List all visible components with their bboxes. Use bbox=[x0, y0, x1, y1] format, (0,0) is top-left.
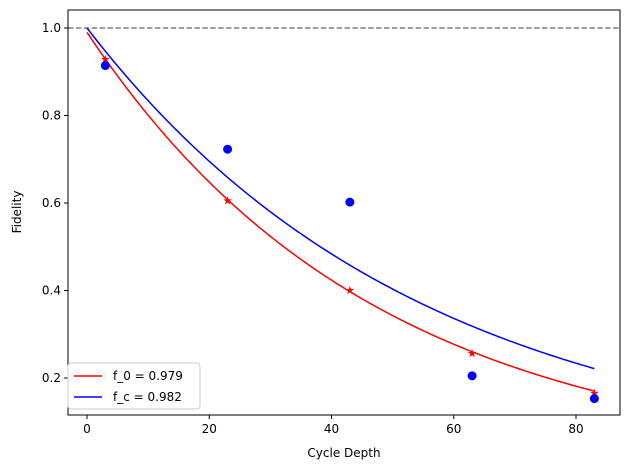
data-point-star bbox=[467, 349, 477, 358]
data-point-star bbox=[590, 388, 599, 397]
y-axis-label: Fidelity bbox=[10, 191, 24, 234]
y-tick-label: 0.4 bbox=[42, 284, 61, 298]
axes-frame bbox=[67, 9, 621, 416]
x-tick-label: 20 bbox=[202, 422, 217, 436]
y-tick-label: 1.0 bbox=[42, 21, 61, 35]
legend-label-fc: f_c = 0.982 bbox=[113, 390, 182, 404]
data-point-star bbox=[345, 286, 355, 295]
x-tick-label: 80 bbox=[568, 422, 583, 436]
data-point-circle bbox=[345, 197, 355, 207]
plot-area: 0 20 40 60 80 0.2 0.4 0.6 0.8 1.0 bbox=[42, 9, 621, 436]
x-tick-label: 60 bbox=[446, 422, 461, 436]
y-tick-label: 0.8 bbox=[42, 109, 61, 123]
fit-line-0 bbox=[86, 31, 595, 392]
data-point-star bbox=[223, 196, 232, 205]
data-point-circle bbox=[589, 394, 599, 404]
legend-label-f0: f_0 = 0.979 bbox=[113, 369, 183, 383]
fit-line-1 bbox=[86, 27, 595, 370]
x-tick-label: 0 bbox=[83, 422, 91, 436]
x-axis-label: Cycle Depth bbox=[307, 446, 380, 460]
data-point-circle bbox=[100, 61, 110, 71]
y-tick-label: 0.2 bbox=[42, 371, 61, 385]
legend: f_0 = 0.979 f_c = 0.982 bbox=[67, 362, 201, 410]
x-tick-label: 40 bbox=[324, 422, 339, 436]
data-point-circle bbox=[223, 144, 233, 154]
y-tick-label: 0.6 bbox=[42, 196, 61, 210]
data-point-circle bbox=[467, 371, 477, 381]
data-point-star bbox=[101, 55, 110, 64]
